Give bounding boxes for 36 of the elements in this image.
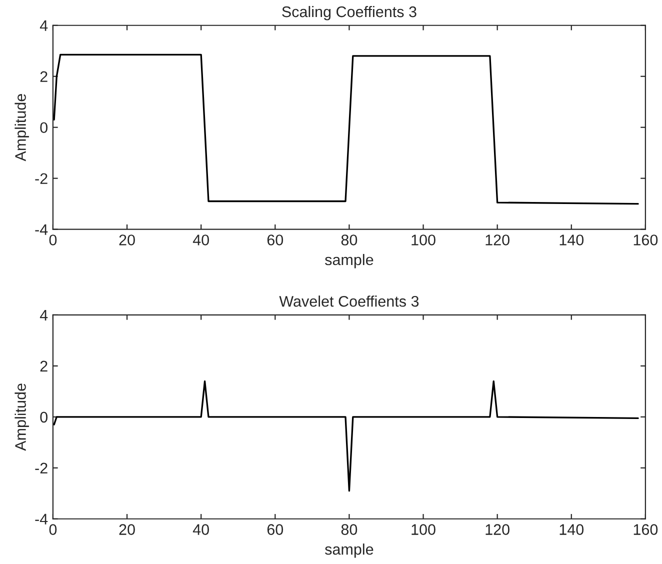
- y-axis-title: Amplitude: [14, 94, 29, 162]
- x-tick-label: 140: [560, 524, 584, 535]
- x-tick-label: 120: [486, 524, 510, 535]
- x-tick-label: 160: [634, 234, 658, 246]
- x-axis-title: sample: [325, 544, 374, 558]
- x-tick-label: 100: [412, 524, 436, 535]
- x-tick-label: 20: [119, 234, 135, 246]
- y-tick-label: 0: [40, 412, 48, 423]
- y-tick-label: 0: [40, 122, 48, 134]
- x-axis-title: sample: [325, 254, 374, 268]
- chart-title: Wavelet Coeffients 3: [279, 296, 419, 307]
- line-series: [53, 380, 639, 492]
- y-tick-label: -4: [35, 514, 48, 524]
- y-tick-label: -2: [35, 462, 48, 474]
- line-series: [53, 54, 639, 205]
- y-tick-label: 2: [40, 360, 48, 372]
- x-tick-label: 60: [267, 234, 284, 246]
- y-tick-label: 4: [40, 20, 48, 31]
- chart-title: Scaling Coeffients 3: [282, 6, 416, 20]
- x-tick-label: 60: [267, 524, 284, 535]
- x-tick-label: 120: [486, 234, 510, 246]
- x-tick-label: 0: [49, 234, 57, 246]
- x-tick-label: 140: [560, 234, 584, 246]
- x-tick-label: 80: [341, 234, 358, 246]
- y-tick-label: 4: [40, 310, 48, 320]
- y-tick-label: -2: [35, 173, 48, 184]
- x-tick-label: 160: [634, 524, 658, 535]
- x-tick-label: 80: [341, 524, 358, 535]
- x-tick-label: 40: [192, 234, 209, 246]
- x-tick-label: 0: [49, 524, 57, 535]
- y-tick-label: 2: [40, 71, 48, 82]
- y-tick-label: -4: [35, 224, 48, 235]
- x-tick-label: 40: [192, 524, 209, 535]
- x-tick-label: 20: [119, 524, 135, 535]
- y-axis-title: Amplitude: [14, 384, 29, 451]
- x-tick-label: 100: [412, 234, 436, 246]
